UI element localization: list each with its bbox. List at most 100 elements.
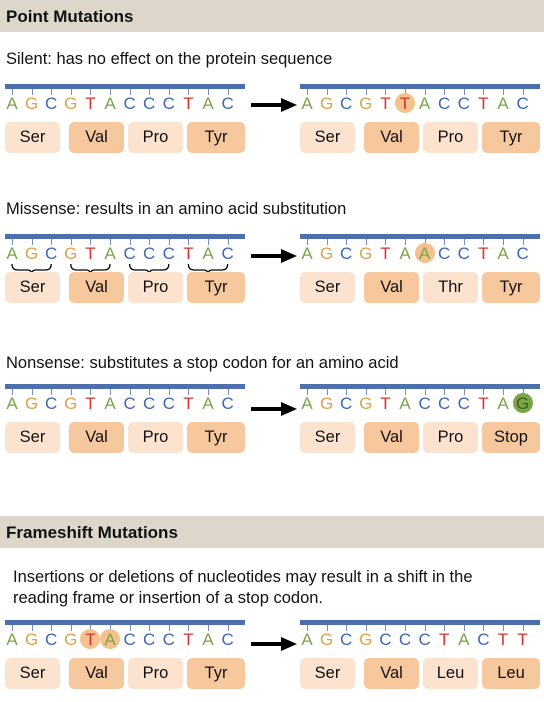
strand: A G C G C C C T A C T T Ser Val Leu Leu <box>300 620 540 702</box>
nucleotide: A <box>301 244 313 263</box>
nucleotide: G <box>64 394 78 413</box>
amino-acid-box: Val <box>69 658 124 689</box>
amino-acid-box: Tyr <box>187 658 245 689</box>
nucleotide: A <box>497 244 509 263</box>
amino-acid-box: Stop <box>482 422 540 453</box>
backbone-tick <box>307 239 308 245</box>
backbone-tick <box>70 625 72 631</box>
backbone-tick <box>188 625 190 631</box>
nucleotide: C <box>45 244 58 263</box>
backbone-tick <box>424 625 426 631</box>
backbone-tick <box>70 239 72 245</box>
backbone-tick <box>31 625 33 631</box>
frameshift-description-line: Insertions or deletions of nucleotides m… <box>13 568 473 586</box>
frameshift-description-line: reading frame or insertion of a stop cod… <box>13 589 324 607</box>
backbone-tick <box>31 239 33 245</box>
nucleotide: C <box>123 394 136 413</box>
silent-description: Silent: has no effect on the protein seq… <box>6 50 333 68</box>
nucleotide: T <box>517 630 528 649</box>
backbone-ticks <box>300 239 540 245</box>
nucleotide: A <box>6 394 18 413</box>
backbone-tick <box>208 239 209 245</box>
nucleotide: A <box>104 630 116 649</box>
backbone-tick <box>149 389 151 395</box>
nucleotide: T <box>380 94 391 113</box>
nucleotide: A <box>301 94 313 113</box>
backbone-tick <box>149 239 151 245</box>
backbone-tick <box>483 239 485 245</box>
nucleotide: T <box>478 244 489 263</box>
amino-acid-box: Ser <box>300 658 355 689</box>
backbone-tick <box>405 389 406 395</box>
backbone-tick <box>129 239 131 245</box>
nucleotide: C <box>418 394 431 413</box>
nucleotide: T <box>183 244 194 263</box>
nucleotide: A <box>497 394 509 413</box>
nucleotide: T <box>85 244 96 263</box>
nucleotide: T <box>183 630 194 649</box>
nucleotide: T <box>85 394 96 413</box>
section-header-frameshift-mutations: Frameshift Mutations <box>0 516 544 548</box>
backbone-tick <box>522 239 524 245</box>
arrow-icon <box>251 98 297 112</box>
backbone-ticks <box>300 389 540 395</box>
amino-acid-box: Leu <box>423 658 478 689</box>
nucleotide: T <box>183 94 194 113</box>
nucleotide: C <box>477 630 490 649</box>
backbone-ticks <box>5 89 245 95</box>
nucleotide: A <box>202 394 214 413</box>
nucleotide: T <box>183 394 194 413</box>
nucleotide: A <box>458 630 470 649</box>
nucleotide: C <box>123 94 136 113</box>
nucleotide: A <box>202 94 214 113</box>
backbone-tick <box>149 89 151 95</box>
amino-acid-box: Tyr <box>482 272 540 303</box>
nucleotide: C <box>221 394 234 413</box>
amino-acid-box: Tyr <box>187 272 245 303</box>
dna-backbone <box>5 384 245 389</box>
nucleotide: T <box>399 94 411 113</box>
nucleotide: G <box>24 94 39 113</box>
nucleotide: T <box>478 94 489 113</box>
backbone-tick <box>522 625 524 631</box>
amino-acid-box: Ser <box>5 658 60 689</box>
amino-acid-box: Val <box>69 422 124 453</box>
nucleotide: A <box>399 244 411 263</box>
backbone-tick <box>307 389 308 395</box>
mutation-highlight <box>100 629 120 649</box>
backbone-tick <box>326 625 328 631</box>
dna-backbone <box>300 384 540 389</box>
dna-backbone <box>5 234 245 239</box>
strand: A G C G T A A C C T A C Ser Val Thr Tyr <box>300 234 540 316</box>
nucleotide: G <box>319 244 334 263</box>
nucleotide: G <box>359 394 373 413</box>
mutation-highlight <box>395 93 415 113</box>
nucleotide: T <box>85 94 96 113</box>
amino-acid-box: Tyr <box>482 122 540 153</box>
dna-backbone <box>300 234 540 239</box>
missense-description: Missense: results in an amino acid subst… <box>6 200 347 218</box>
backbone-tick <box>90 89 92 95</box>
backbone-tick <box>522 89 524 95</box>
backbone-tick <box>405 625 406 631</box>
backbone-tick <box>110 239 111 245</box>
nucleotide: G <box>359 630 373 649</box>
nucleotide: C <box>457 94 470 113</box>
nucleotide: T <box>85 630 96 649</box>
backbone-tick <box>503 239 504 245</box>
backbone-ticks <box>300 625 540 631</box>
backbone-tick <box>444 239 446 245</box>
backbone-tick <box>129 89 131 95</box>
strand: A G C G T A C C C T A C Ser Val Pro Tyr <box>5 384 245 466</box>
backbone-tick <box>168 89 170 95</box>
backbone-tick <box>188 389 190 395</box>
backbone-tick <box>346 389 348 395</box>
amino-acid-box: Ser <box>5 422 60 453</box>
backbone-tick <box>463 239 465 245</box>
backbone-tick <box>463 389 465 395</box>
backbone-tick <box>12 89 13 95</box>
backbone-tick <box>12 389 13 395</box>
backbone-tick <box>444 625 446 631</box>
nucleotide: C <box>340 630 353 649</box>
section-title: Point Mutations <box>6 7 134 26</box>
